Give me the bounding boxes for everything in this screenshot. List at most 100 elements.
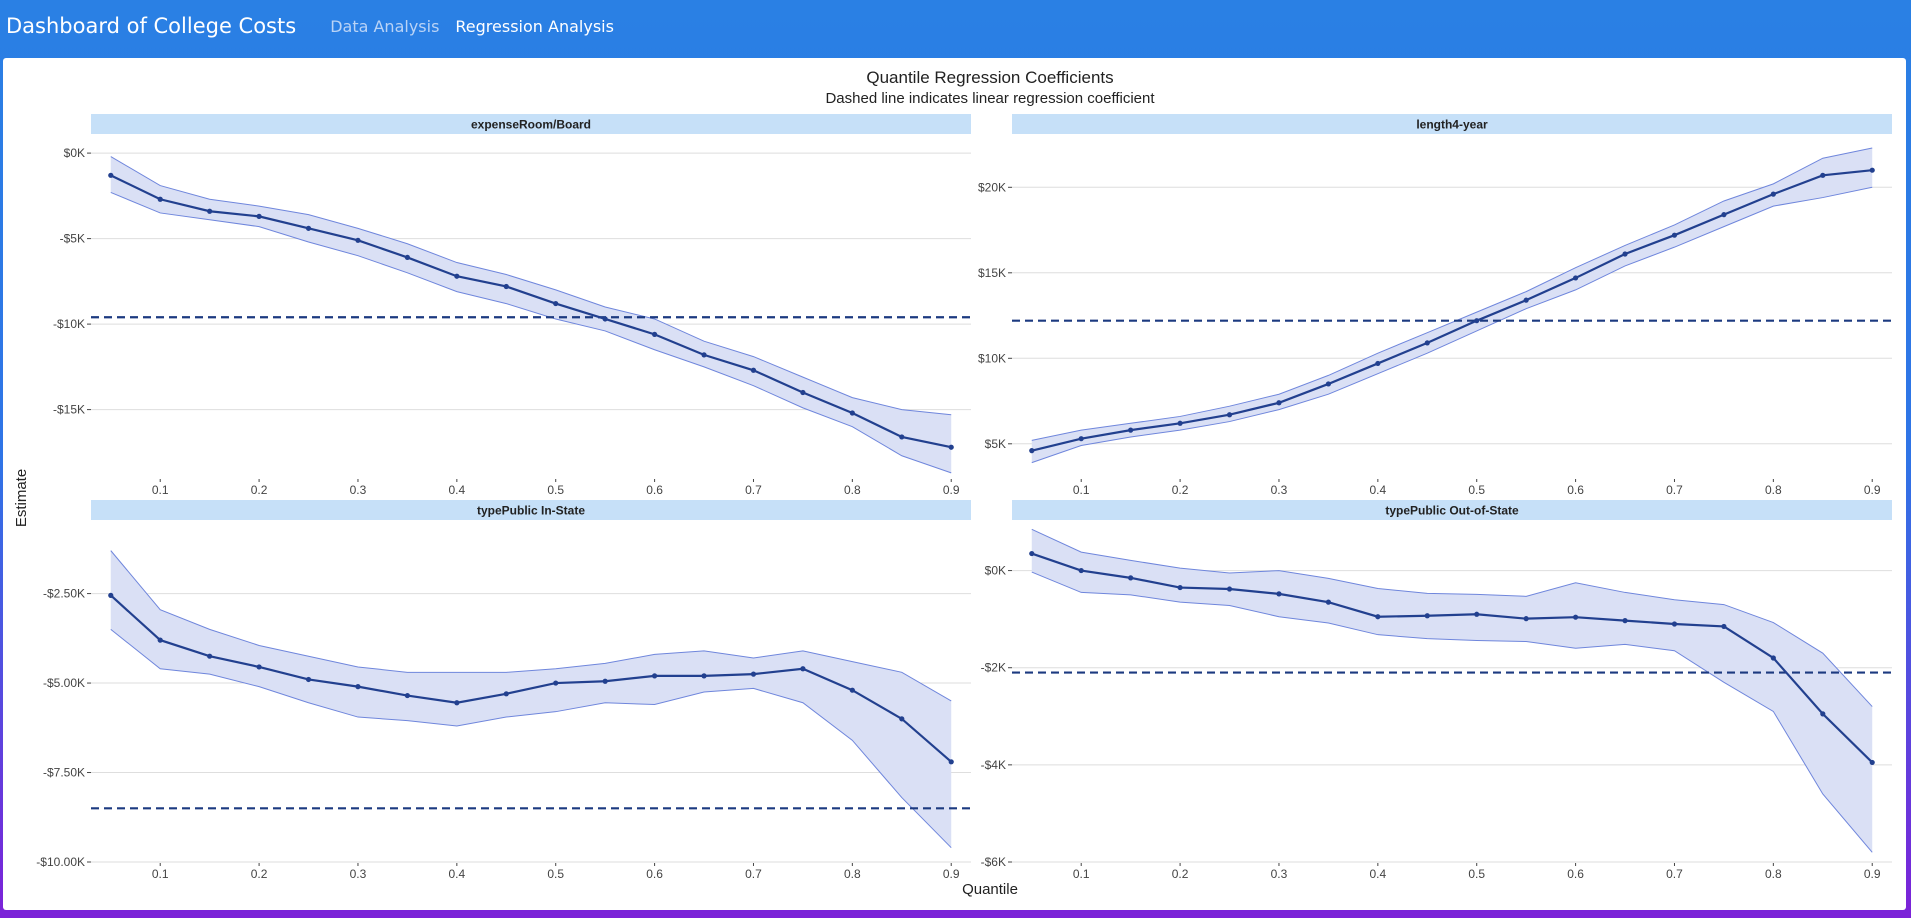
estimate-point [602,316,608,322]
facet-strip-label: typePublic Out-of-State [1385,504,1519,518]
estimate-point [1474,318,1480,324]
estimate-point [800,666,806,672]
x-tick-label: 0.2 [251,867,268,881]
estimate-point [454,273,460,279]
facet-strip [1012,500,1892,520]
estimate-point [355,684,361,690]
y-tick-label: -$6K [981,855,1006,869]
x-tick-label: 0.7 [745,483,762,497]
x-tick-label: 0.8 [1765,867,1782,881]
x-tick-label: 0.7 [745,867,762,881]
estimate-line [1031,169,1873,452]
estimate-point [1671,621,1678,627]
estimate-point [849,410,855,416]
y-tick-label: -$7.50K [43,766,85,780]
facet-panel-1: expenseRoom/Board $0K -$5K -$10K -$15K 0.1 0.2… [53,114,971,497]
x-tick-label: 0.9 [1864,483,1881,497]
y-tick-label: -$2.50K [43,587,85,601]
estimate-point [305,676,312,683]
chart-card: Quantile Regression Coefficients Dashed … [3,58,1906,910]
estimate-point [256,213,262,219]
facet-strip-label: expenseRoom/Board [471,118,591,132]
y-tick-label: -$10.00K [36,855,85,869]
estimate-point [404,254,411,261]
estimate-point [305,225,312,231]
ribbon-lower-edge [1031,571,1873,853]
confidence-ribbon [1031,529,1873,853]
ribbon-upper-edge [110,156,952,416]
nav-data-analysis[interactable]: Data Analysis [330,16,440,36]
estimate-point [454,700,460,706]
facet-strip-label: typePublic In-State [477,504,585,518]
estimate-point [1869,759,1875,766]
x-tick-label: 0.1 [1073,867,1090,881]
facet-strip-label: length4-year [1416,118,1488,132]
estimate-point [157,196,163,202]
x-tick-label: 0.1 [1073,483,1090,497]
x-tick-label: 0.2 [251,483,268,497]
x-tick-label: 0.3 [1271,483,1288,497]
ribbon-lower-edge [110,191,952,474]
y-tick-label: -$10K [53,317,85,331]
estimate-point [1078,436,1084,442]
estimate-point [1375,360,1381,367]
chart-subtitle: Dashed line indicates linear regression … [825,90,1155,107]
estimate-point [1424,613,1430,619]
estimate-point [503,283,509,290]
estimate-point [207,208,213,214]
estimate-point [1820,711,1826,717]
y-tick-label: $15K [978,266,1006,280]
nav-regression-analysis[interactable]: Regression Analysis [455,16,614,36]
x-tick-label: 0.1 [152,483,169,497]
x-tick-label: 0.4 [448,867,465,881]
x-tick-label: 0.2 [1172,867,1189,881]
estimate-point [701,673,707,679]
x-tick-label: 0.5 [547,867,564,881]
x-axis-label: Quantile [962,881,1018,898]
estimate-point [1572,614,1579,620]
top-navbar: Dashboard of College Costs Data Analysis… [0,0,1911,52]
estimate-point [800,389,806,396]
estimate-point [553,680,559,686]
estimate-point [602,678,608,684]
y-tick-label: $20K [978,180,1006,194]
estimate-line [110,594,952,763]
x-tick-label: 0.8 [844,867,861,881]
estimate-point [404,692,411,699]
y-tick-label: -$15K [53,403,85,417]
confidence-ribbon [110,156,952,473]
x-tick-label: 0.3 [1271,867,1288,881]
x-tick-label: 0.7 [1666,867,1683,881]
estimate-point [1770,655,1776,661]
y-tick-label: -$4K [981,758,1006,772]
estimate-point [849,687,855,693]
estimate-point [1029,550,1035,557]
x-tick-label: 0.3 [350,483,367,497]
facet-panel-3: typePublic In-State -$2.50K -$5.00K -$7.50K… [36,500,971,881]
estimate-point [1128,575,1134,581]
estimate-point [1820,172,1826,178]
estimate-point [108,592,114,598]
x-tick-label: 0.5 [1468,867,1485,881]
y-axis-label: Estimate [13,469,30,527]
y-tick-label: -$5.00K [43,676,85,690]
estimate-point [1029,448,1035,454]
x-tick-label: 0.5 [1468,483,1485,497]
estimate-point [1474,611,1480,617]
estimate-point [750,671,757,677]
estimate-point [256,664,262,670]
x-tick-label: 0.4 [1369,867,1386,881]
estimate-point [1128,427,1134,433]
ribbon-lower-edge [110,628,952,849]
x-tick-label: 0.8 [844,483,861,497]
app-title[interactable]: Dashboard of College Costs [6,14,297,38]
x-tick-label: 0.6 [1567,867,1584,881]
y-tick-label: -$5K [60,232,85,246]
estimate-point [207,653,213,659]
y-tick-label: $0K [985,564,1006,578]
facet-panel-2: length4-year $5K $10K $15K $20K 0.1 0.2 0.3 0.4 0… [978,114,1892,497]
ribbon-upper-edge [1031,528,1873,707]
estimate-point [1325,599,1332,605]
x-tick-label: 0.9 [1864,867,1881,881]
estimate-point [899,434,905,440]
